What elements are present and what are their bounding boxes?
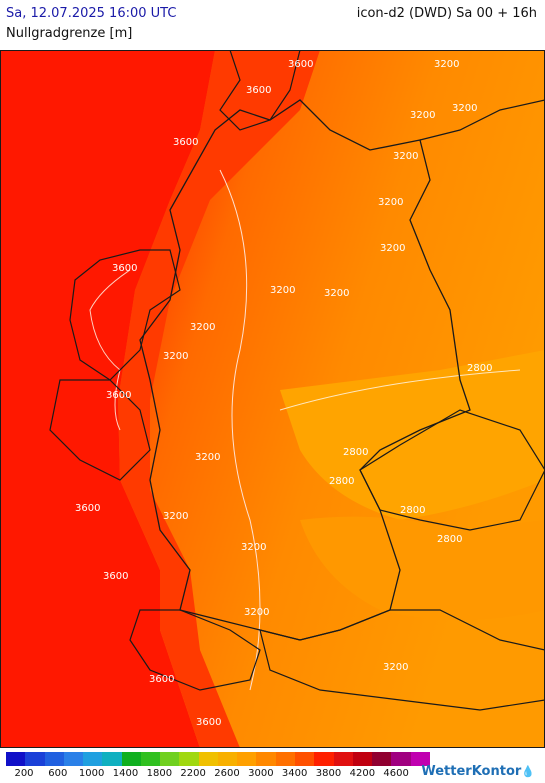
scale-tick-label: 3400 <box>281 768 308 779</box>
model-run: icon-d2 (DWD) Sa 00 + 16h <box>356 6 537 21</box>
scale-swatch <box>102 752 122 766</box>
scale-swatch <box>179 752 199 766</box>
raindrop-icon: 💧 <box>521 765 535 778</box>
contour-label: 3600 <box>106 390 131 401</box>
forecast-datetime: Sa, 12.07.2025 16:00 UTC <box>6 6 177 21</box>
color-scale-bar <box>6 752 430 768</box>
contour-label: 3600 <box>196 717 221 728</box>
scale-tick-label: 3800 <box>315 768 342 779</box>
contour-label: 3600 <box>173 137 198 148</box>
border-czechia <box>359 409 545 531</box>
contour-label: 3600 <box>112 263 137 274</box>
brand-name: WetterKontor <box>421 764 522 779</box>
scale-tick-label: 1400 <box>112 768 139 779</box>
contour-label: 3200 <box>383 662 408 673</box>
scale-swatch <box>275 752 295 766</box>
scale-tick-label: 3000 <box>248 768 274 779</box>
contour-label: 3200 <box>452 103 477 114</box>
scale-tick-label: 200 <box>14 768 34 779</box>
scale-swatch <box>217 752 238 766</box>
zone-2800-south <box>300 516 545 620</box>
coast-denmark <box>219 50 301 131</box>
contour-label: 3600 <box>288 59 313 70</box>
scale-swatch <box>391 752 411 766</box>
scale-tick-label: 1800 <box>146 768 173 779</box>
scale-swatch <box>25 752 45 766</box>
contour-label: 3200 <box>241 542 266 553</box>
scale-swatch <box>372 752 392 766</box>
border-belgium <box>49 379 151 481</box>
border-germany <box>139 99 471 641</box>
isoline-3200 <box>219 169 261 691</box>
contour-label: 2800 <box>437 534 462 545</box>
contour-label: 3200 <box>195 452 220 463</box>
contour-label: 2800 <box>467 363 492 374</box>
freezing-level-map: 3600 3600 3600 3600 3600 3600 3600 3600 … <box>0 50 545 748</box>
contour-label: 3200 <box>378 197 403 208</box>
scale-tick-label: 4600 <box>383 768 409 779</box>
contour-label: 3200 <box>244 607 269 618</box>
border-poland <box>419 99 545 141</box>
scale-swatch <box>121 752 141 766</box>
scale-swatch <box>256 752 276 766</box>
scale-swatch <box>44 752 64 766</box>
scale-swatch <box>63 752 84 766</box>
contour-label: 3200 <box>324 288 349 299</box>
scale-swatch <box>314 752 334 766</box>
contour-label: 3200 <box>163 511 188 522</box>
border-netherlands <box>69 249 181 381</box>
scale-swatch <box>140 752 161 766</box>
contour-label: 3200 <box>163 351 188 362</box>
contour-label: 3600 <box>103 571 128 582</box>
contour-label: 2800 <box>343 447 368 458</box>
contour-label: 3200 <box>190 322 215 333</box>
contour-label: 3600 <box>75 503 100 514</box>
scale-swatch <box>198 752 218 766</box>
scale-swatch <box>352 752 373 766</box>
scale-swatch <box>333 752 353 766</box>
coast-contour <box>89 269 131 431</box>
scale-tick-label: 2600 <box>214 768 240 779</box>
color-scale-ticks: 200 600 1000 1400 1800 2200 2600 3000 3400 3800 42… <box>6 768 430 782</box>
parameter-title: Nullgradgrenze [m] <box>6 26 133 41</box>
scale-swatch <box>83 752 103 766</box>
scale-tick-label: 600 <box>48 768 68 779</box>
border-switzerland <box>129 609 261 691</box>
scale-swatch <box>410 752 430 766</box>
isoline-2800 <box>279 369 521 411</box>
border-austria <box>259 609 545 711</box>
contour-label: 3200 <box>270 285 295 296</box>
zone-3400 <box>118 50 320 748</box>
scale-swatch <box>6 752 26 766</box>
contour-label: 2800 <box>400 505 425 516</box>
scale-tick-label: 1000 <box>78 768 105 779</box>
contour-label: 2800 <box>329 476 354 487</box>
contour-label: 3200 <box>434 59 459 70</box>
contour-label: 3200 <box>380 243 405 254</box>
zone-2800 <box>280 350 545 520</box>
contour-label: 3200 <box>393 151 418 162</box>
scale-swatch <box>160 752 180 766</box>
zone-3600-west <box>0 50 215 748</box>
contour-label: 3600 <box>149 674 174 685</box>
scale-swatch <box>237 752 257 766</box>
contour-label: 3600 <box>246 85 271 96</box>
scale-swatch <box>294 752 315 766</box>
scale-tick-label: 4200 <box>349 768 376 779</box>
brand-logo: WetterKontor💧 <box>421 764 535 779</box>
contour-label: 3200 <box>410 110 435 121</box>
scale-tick-label: 2200 <box>180 768 206 779</box>
